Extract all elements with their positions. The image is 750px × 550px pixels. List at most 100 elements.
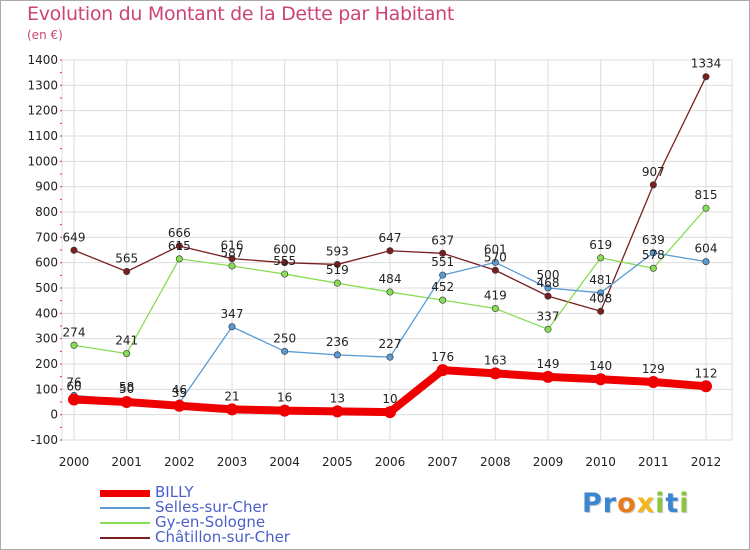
data-label: 112 <box>695 366 718 380</box>
series-point-1 <box>702 258 710 266</box>
y-tick-label: 300 <box>35 332 58 346</box>
data-label: 129 <box>642 362 665 376</box>
x-tick-label: 2012 <box>691 455 722 469</box>
data-label: 163 <box>484 353 507 367</box>
data-label: 13 <box>330 391 345 405</box>
data-label: 619 <box>589 238 612 252</box>
data-label: 419 <box>484 289 507 303</box>
series-point-2 <box>228 262 236 270</box>
data-label: 274 <box>63 325 86 339</box>
series-point-1 <box>491 258 499 266</box>
series-point-0 <box>226 403 238 416</box>
x-tick-label: 2003 <box>217 455 248 469</box>
data-label: 76 <box>66 375 81 389</box>
series-point-3 <box>597 307 605 315</box>
x-tick-label: 2002 <box>164 455 195 469</box>
data-label: 1334 <box>691 57 722 71</box>
series-point-0 <box>594 373 607 386</box>
data-label: 250 <box>273 331 296 345</box>
series-point-2 <box>544 325 552 333</box>
legend-swatch <box>100 522 150 524</box>
series-point-2 <box>702 204 710 212</box>
data-label: 570 <box>484 250 507 264</box>
data-label: 149 <box>537 357 560 371</box>
legend-swatch <box>100 507 150 509</box>
series-point-3 <box>175 242 183 250</box>
y-tick-label: 1000 <box>27 154 58 168</box>
proxiti-logo: Proxiti <box>582 488 690 519</box>
series-point-2 <box>597 254 605 262</box>
data-label: 639 <box>642 233 665 247</box>
logo-letter: P <box>582 488 603 519</box>
y-tick-label: 0 <box>50 408 58 422</box>
logo-letter: t <box>665 488 680 519</box>
y-tick-label: 400 <box>35 306 58 320</box>
axis-layer: -100 0 100 200 300 400 500 600 700 800 900 1000 1100… <box>27 53 721 469</box>
series-point-2 <box>281 270 289 278</box>
series-point-0 <box>647 375 660 388</box>
legend-item: Selles-sur-Cher <box>100 498 360 516</box>
data-label: 46 <box>172 383 187 397</box>
y-tick-label: 1300 <box>27 78 58 92</box>
series-point-3 <box>649 181 657 189</box>
series-point-2 <box>175 255 183 263</box>
data-label: 337 <box>537 309 560 323</box>
y-tick-label: 500 <box>35 281 58 295</box>
data-label: 815 <box>695 188 718 202</box>
legend-label: Châtillon-sur-Cher <box>155 528 290 546</box>
series-point-2 <box>491 305 499 313</box>
data-label: 565 <box>115 252 138 266</box>
data-label: 408 <box>589 291 612 305</box>
series-point-1 <box>439 271 447 279</box>
data-label-layer: 60 50 35 21 16 13 10 176 163 149 140 129 112 76 58 46 34… <box>63 57 722 406</box>
legend-swatch <box>100 490 150 497</box>
data-label: 50 <box>119 382 134 396</box>
chart-title: Evolution du Montant de la Dette par Hab… <box>27 3 455 25</box>
series-point-2 <box>333 279 341 287</box>
series-point-0 <box>384 406 396 419</box>
data-label: 600 <box>273 243 296 257</box>
legend-label: BILLY <box>155 483 194 501</box>
series-point-1 <box>386 353 394 361</box>
y-tick-label: 1400 <box>27 53 58 67</box>
legend-item: Gy-en-Sologne <box>100 513 360 531</box>
x-tick-label: 2010 <box>585 455 616 469</box>
data-label: 578 <box>642 248 665 262</box>
x-tick-label: 2009 <box>533 455 564 469</box>
series-point-2 <box>439 296 447 304</box>
series-point-3 <box>281 259 289 267</box>
data-label: 347 <box>221 307 244 321</box>
logo-letter: i <box>679 488 690 519</box>
data-label: 236 <box>326 335 349 349</box>
series-point-3 <box>333 260 341 268</box>
data-label: 637 <box>431 233 454 247</box>
logo-letter: o <box>617 488 637 519</box>
y-tick-label: 800 <box>35 205 58 219</box>
series-point-1 <box>281 347 289 355</box>
series-point-0 <box>436 364 449 377</box>
series-point-2 <box>70 341 78 349</box>
series-point-3 <box>702 73 710 81</box>
data-label: 555 <box>273 254 296 268</box>
data-label: 227 <box>379 337 402 351</box>
series-point-3 <box>491 266 499 274</box>
series-point-0 <box>331 405 344 418</box>
logo-letter: r <box>602 488 618 519</box>
data-label: 601 <box>484 242 507 256</box>
data-label: 10 <box>382 392 397 406</box>
x-tick-label: 2007 <box>427 455 458 469</box>
data-label: 241 <box>115 334 138 348</box>
series-point-2 <box>123 350 131 358</box>
series-point-0 <box>120 396 133 408</box>
grid-layer <box>61 59 733 441</box>
y-tick-label: 900 <box>35 180 58 194</box>
series-point-1 <box>333 351 341 359</box>
series-point-3 <box>544 292 552 300</box>
logo-letter: x <box>636 488 656 519</box>
series-point-3 <box>386 247 394 255</box>
data-label: 666 <box>168 226 191 240</box>
data-label: 140 <box>589 359 612 373</box>
data-label: 519 <box>326 263 349 277</box>
series-point-3 <box>70 246 78 254</box>
